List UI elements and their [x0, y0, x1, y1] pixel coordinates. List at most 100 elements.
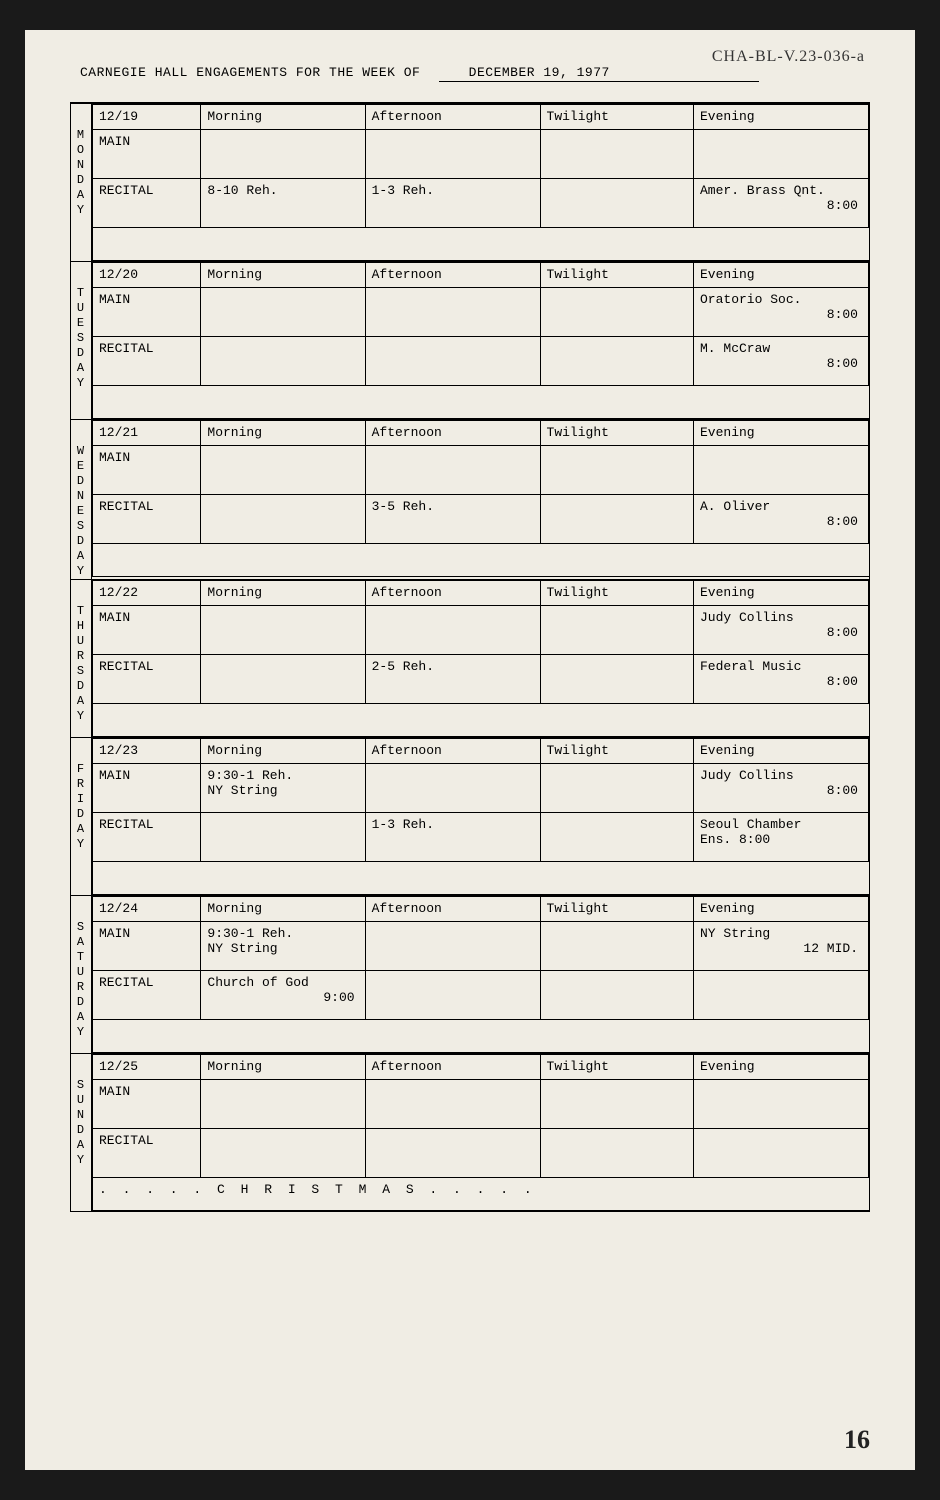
room-label: MAIN [93, 288, 201, 337]
day-block-monday: MONDAY 12/19 Morning Afternoon Twilight … [71, 104, 869, 262]
col-header: Afternoon [365, 739, 540, 764]
event-time: 8:00 [700, 674, 862, 689]
page-header: CARNEGIE HALL ENGAGEMENTS FOR THE WEEK O… [70, 65, 870, 82]
main-row: MAIN [93, 130, 869, 179]
col-header: Twilight [540, 263, 693, 288]
cell [540, 337, 693, 386]
cell [365, 446, 540, 495]
col-header: Morning [201, 897, 365, 922]
col-header: Twilight [540, 897, 693, 922]
cell [93, 228, 869, 261]
day-block-sunday: SUNDAY 12/25 Morning Afternoon Twilight … [71, 1054, 869, 1211]
cell [540, 655, 693, 704]
col-header: Evening [694, 581, 869, 606]
cell: 3-5 Reh. [365, 495, 540, 544]
cell [201, 1129, 365, 1178]
col-header: Twilight [540, 105, 693, 130]
schedule-table: MONDAY 12/19 Morning Afternoon Twilight … [70, 102, 870, 1212]
header-title: CARNEGIE HALL ENGAGEMENTS FOR THE WEEK O… [80, 65, 420, 80]
room-label: RECITAL [93, 495, 201, 544]
cell [201, 1080, 365, 1129]
cell [694, 1080, 869, 1129]
cell [365, 764, 540, 813]
main-row: MAIN Judy Collins 8:00 [93, 606, 869, 655]
col-header: Twilight [540, 581, 693, 606]
event: 9:30-1 Reh. [207, 926, 358, 941]
cell [201, 813, 365, 862]
cell [540, 130, 693, 179]
date-cell: 12/24 [93, 897, 201, 922]
day-block-saturday: SATURDAY 12/24 Morning Afternoon Twiligh… [71, 896, 869, 1054]
room-label: RECITAL [93, 813, 201, 862]
cell: 9:30-1 Reh. NY String [201, 922, 365, 971]
cell [540, 606, 693, 655]
col-header: Afternoon [365, 897, 540, 922]
footer-row: . . . . . C H R I S T M A S . . . . . [93, 1178, 869, 1211]
event: Amer. Brass Qnt. [700, 183, 862, 198]
col-header: Morning [201, 581, 365, 606]
day-label: TUESDAY [71, 262, 92, 419]
col-header: Morning [201, 421, 365, 446]
col-header: Twilight [540, 739, 693, 764]
date-cell: 12/20 [93, 263, 201, 288]
cell: 1-3 Reh. [365, 179, 540, 228]
event-sub: NY String [207, 783, 358, 798]
cell [365, 971, 540, 1020]
cell [365, 288, 540, 337]
main-row: MAIN 9:30-1 Reh. NY String Judy Collins … [93, 764, 869, 813]
col-header: Evening [694, 1055, 869, 1080]
cell [694, 1129, 869, 1178]
header-row: 12/23 Morning Afternoon Twilight Evening [93, 739, 869, 764]
col-header: Afternoon [365, 421, 540, 446]
recital-row: RECITAL 3-5 Reh. A. Oliver 8:00 [93, 495, 869, 544]
col-header: Evening [694, 105, 869, 130]
recital-row: RECITAL M. McCraw 8:00 [93, 337, 869, 386]
event-time: 8:00 [700, 356, 862, 371]
cell [694, 446, 869, 495]
cell [540, 179, 693, 228]
cell [201, 446, 365, 495]
cell: Seoul Chamber Ens. 8:00 [694, 813, 869, 862]
col-header: Morning [201, 739, 365, 764]
day-label: MONDAY [71, 104, 92, 261]
cell [201, 495, 365, 544]
cell [540, 288, 693, 337]
footer-note: . . . . . C H R I S T M A S . . . . . [93, 1178, 869, 1211]
event-time: 12 MID. [700, 941, 862, 956]
event: Church of God [207, 975, 358, 990]
col-header: Evening [694, 263, 869, 288]
event-time: 8:00 [700, 307, 862, 322]
room-label: RECITAL [93, 971, 201, 1020]
day-block-wednesday: WEDNESDAY 12/21 Morning Afternoon Twilig… [71, 420, 869, 580]
recital-row: RECITAL Church of God 9:00 [93, 971, 869, 1020]
room-label: RECITAL [93, 337, 201, 386]
blank-row [93, 228, 869, 261]
recital-row: RECITAL 1-3 Reh. Seoul Chamber Ens. 8:00 [93, 813, 869, 862]
cell [540, 764, 693, 813]
cell [201, 606, 365, 655]
col-header: Evening [694, 421, 869, 446]
room-label: MAIN [93, 446, 201, 495]
room-label: MAIN [93, 606, 201, 655]
date-cell: 12/22 [93, 581, 201, 606]
main-row: MAIN [93, 446, 869, 495]
room-label: MAIN [93, 764, 201, 813]
blank-row [93, 544, 869, 577]
date-cell: 12/23 [93, 739, 201, 764]
col-header: Afternoon [365, 581, 540, 606]
header-row: 12/21 Morning Afternoon Twilight Evening [93, 421, 869, 446]
room-label: MAIN [93, 1080, 201, 1129]
recital-row: RECITAL 8-10 Reh. 1-3 Reh. Amer. Brass Q… [93, 179, 869, 228]
event-time: 9:00 [207, 990, 358, 1005]
main-row: MAIN Oratorio Soc. 8:00 [93, 288, 869, 337]
main-row: MAIN 9:30-1 Reh. NY String NY String 12 … [93, 922, 869, 971]
event: Judy Collins [700, 610, 862, 625]
cell [365, 922, 540, 971]
date-cell: 12/21 [93, 421, 201, 446]
cell [540, 813, 693, 862]
date-cell: 12/25 [93, 1055, 201, 1080]
cell: 2-5 Reh. [365, 655, 540, 704]
header-row: 12/24 Morning Afternoon Twilight Evening [93, 897, 869, 922]
date-cell: 12/19 [93, 105, 201, 130]
room-label: RECITAL [93, 1129, 201, 1178]
